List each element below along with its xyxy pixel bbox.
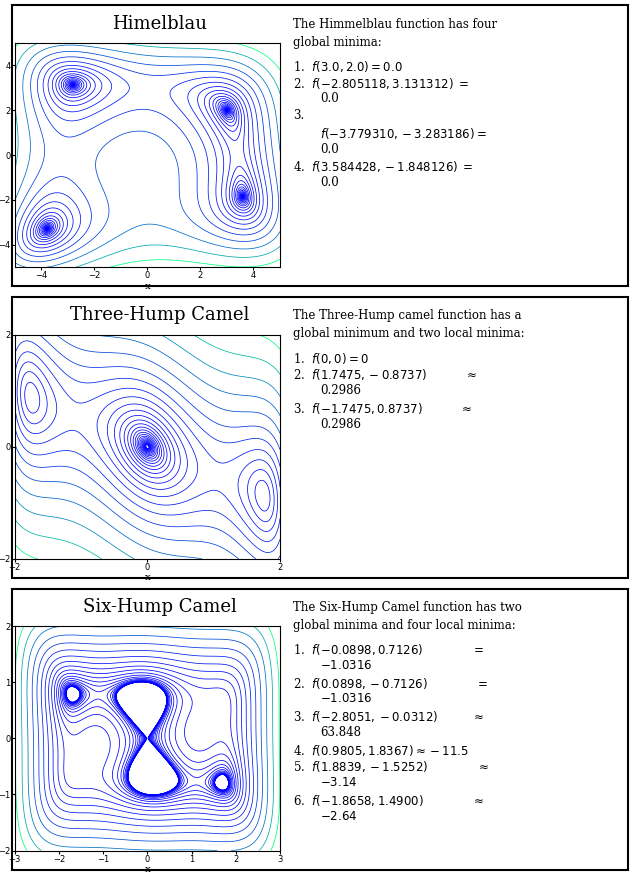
Text: 1.  $f(3.0, 2.0) = 0.0$: 1. $f(3.0, 2.0) = 0.0$	[293, 59, 403, 74]
Text: 3.  $f(-2.8051, -0.0312)$         $\approx$: 3. $f(-2.8051, -0.0312)$ $\approx$	[293, 710, 484, 724]
Text: 0.0: 0.0	[321, 176, 339, 189]
Text: $-3.14$: $-3.14$	[321, 776, 358, 789]
Text: global minima and four local minima:: global minima and four local minima:	[293, 620, 516, 632]
Text: The Three-Hump camel function has a: The Three-Hump camel function has a	[293, 310, 522, 323]
Text: The Himmelblau function has four: The Himmelblau function has four	[293, 18, 497, 31]
Text: 0.2986: 0.2986	[321, 384, 362, 397]
Text: $f(-3.779310, -3.283186) =$: $f(-3.779310, -3.283186) =$	[321, 126, 488, 141]
Text: 0.2986: 0.2986	[321, 417, 362, 430]
Text: 4.  $f(0.9805, 1.8367) \approx -11.5$: 4. $f(0.9805, 1.8367) \approx -11.5$	[293, 743, 469, 758]
Text: 2.  $f(-2.805118, 3.131312)\;=$: 2. $f(-2.805118, 3.131312)\;=$	[293, 75, 469, 91]
Text: global minimum and two local minima:: global minimum and two local minima:	[293, 327, 525, 340]
Text: 1.  $f(-0.0898, 0.7126)$             $=$: 1. $f(-0.0898, 0.7126)$ $=$	[293, 642, 484, 657]
Text: 3.  $f(-1.7475, 0.8737)$          $\approx$: 3. $f(-1.7475, 0.8737)$ $\approx$	[293, 401, 472, 416]
Text: $-2.64$: $-2.64$	[321, 809, 358, 822]
Text: 5.  $f(1.8839, -1.5252)$             $\approx$: 5. $f(1.8839, -1.5252)$ $\approx$	[293, 760, 489, 774]
X-axis label: x: x	[145, 282, 150, 290]
Text: 63.848: 63.848	[321, 726, 362, 739]
Text: 2.  $f(1.7475, -0.8737)$          $\approx$: 2. $f(1.7475, -0.8737)$ $\approx$	[293, 368, 477, 382]
Text: 0.0: 0.0	[321, 143, 339, 156]
Text: $-1.0316$: $-1.0316$	[321, 659, 372, 672]
Text: Six-Hump Camel: Six-Hump Camel	[83, 598, 237, 616]
Text: Himelblau: Himelblau	[112, 15, 207, 32]
Text: 2.  $f(0.0898, -0.7126)$             $=$: 2. $f(0.0898, -0.7126)$ $=$	[293, 676, 488, 690]
X-axis label: x: x	[145, 573, 150, 583]
Text: global minima:: global minima:	[293, 36, 382, 49]
Text: The Six-Hump Camel function has two: The Six-Hump Camel function has two	[293, 601, 522, 614]
Text: 1.  $f(0, 0) = 0$: 1. $f(0, 0) = 0$	[293, 351, 369, 366]
Text: 6.  $f(-1.8658, 1.4900)$             $\approx$: 6. $f(-1.8658, 1.4900)$ $\approx$	[293, 793, 484, 808]
Text: 3.: 3.	[293, 109, 305, 123]
Text: 4.  $f(3.584428, -1.848126)\;=$: 4. $f(3.584428, -1.848126)\;=$	[293, 159, 474, 174]
Text: $-1.0316$: $-1.0316$	[321, 692, 372, 705]
Text: 0.0: 0.0	[321, 93, 339, 105]
X-axis label: x: x	[145, 865, 150, 874]
Text: Three-Hump Camel: Three-Hump Camel	[70, 306, 249, 325]
